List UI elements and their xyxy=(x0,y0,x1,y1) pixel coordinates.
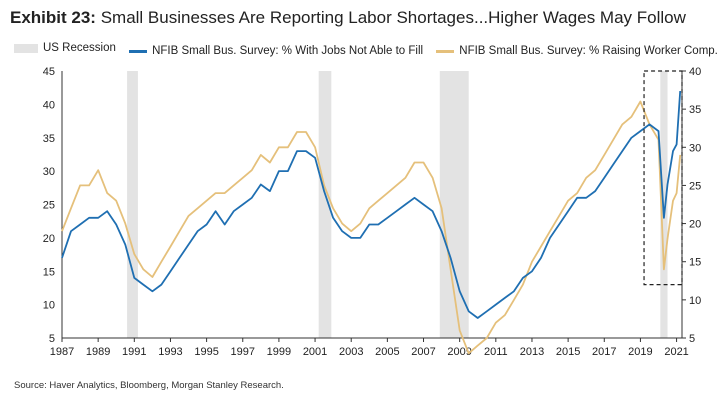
x-tick-label-9: 2005 xyxy=(375,346,399,358)
series-line-1 xyxy=(61,100,682,355)
y-right-tick-label-4: 25 xyxy=(689,180,701,192)
y-right-tick-label-1: 10 xyxy=(689,295,701,307)
legend-item-recession: US Recession xyxy=(14,42,116,54)
x-tick-label-15: 2017 xyxy=(592,346,616,358)
y-left-tick-label-7: 40 xyxy=(43,99,55,111)
y-left-tick-label-4: 25 xyxy=(43,200,55,212)
y-left-tick-label-3: 20 xyxy=(43,233,55,245)
y-left-tick-label-8: 45 xyxy=(43,66,55,78)
recession-band-0 xyxy=(127,71,138,338)
y-left-tick-label-6: 35 xyxy=(43,133,55,145)
y-left-tick-label-5: 30 xyxy=(43,166,55,178)
exhibit-label: Exhibit 23: xyxy=(10,8,96,27)
x-tick-label-10: 2007 xyxy=(411,346,435,358)
legend-swatch-recession xyxy=(14,43,38,53)
legend-label-recession: US Recession xyxy=(43,42,116,54)
y-right-tick-label-5: 30 xyxy=(689,142,701,154)
y-left-tick-label-0: 5 xyxy=(49,333,55,345)
x-tick-label-17: 2021 xyxy=(664,346,688,358)
x-tick-label-4: 1995 xyxy=(194,346,218,358)
y-left-tick-label-1: 10 xyxy=(43,300,55,312)
y-right-tick-label-6: 35 xyxy=(689,104,701,116)
x-tick-label-5: 1997 xyxy=(231,346,255,358)
legend-label-jobs-not-filled: NFIB Small Bus. Survey: % With Jobs Not … xyxy=(152,45,424,57)
y-right-tick-label-0: 5 xyxy=(689,333,695,345)
x-tick-label-3: 1993 xyxy=(158,346,182,358)
legend: US Recession NFIB Small Bus. Survey: % W… xyxy=(14,42,717,57)
x-tick-label-16: 2019 xyxy=(628,346,652,358)
y-right-tick-label-7: 40 xyxy=(689,66,701,78)
legend-item-jobs-not-filled: NFIB Small Bus. Survey: % With Jobs Not … xyxy=(129,45,423,57)
x-tick-label-12: 2011 xyxy=(484,346,508,358)
x-tick-label-8: 2003 xyxy=(339,346,363,358)
y-left-tick-label-2: 15 xyxy=(43,266,55,278)
y-right-tick-label-2: 15 xyxy=(689,257,701,269)
x-tick-label-0: 1987 xyxy=(50,346,74,358)
y-right-tick-label-3: 20 xyxy=(689,219,701,231)
legend-swatch-raising-comp xyxy=(436,49,455,53)
legend-label-raising-comp: NFIB Small Bus. Survey: % Raising Worker… xyxy=(459,45,717,57)
source-note: Source: Haver Analytics, Bloomberg, Morg… xyxy=(14,380,284,391)
x-tick-label-7: 2001 xyxy=(303,346,327,358)
title-text: Small Businesses Are Reporting Labor Sho… xyxy=(100,8,686,27)
x-tick-label-2: 1991 xyxy=(122,346,146,358)
legend-swatch-jobs-not-filled xyxy=(129,49,148,53)
x-tick-label-11: 2009 xyxy=(447,346,471,358)
chart-title: Exhibit 23: Small Businesses Are Reporti… xyxy=(10,8,686,28)
series-line-0 xyxy=(61,90,682,319)
legend-item-raising-comp: NFIB Small Bus. Survey: % Raising Worker… xyxy=(436,45,717,57)
x-tick-label-6: 1999 xyxy=(267,346,291,358)
x-tick-label-1: 1989 xyxy=(86,346,110,358)
x-tick-label-13: 2013 xyxy=(520,346,544,358)
x-tick-label-14: 2015 xyxy=(556,346,580,358)
recession-band-1 xyxy=(318,71,332,338)
